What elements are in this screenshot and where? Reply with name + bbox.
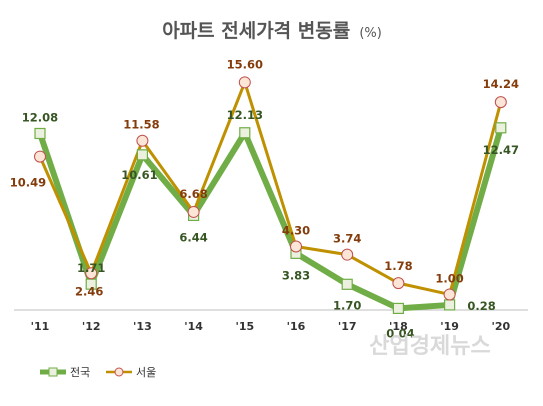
- data-label: 11.58: [123, 118, 159, 132]
- point-marker-circle: [392, 277, 405, 290]
- point-marker-square: [34, 127, 46, 140]
- data-label: 10.49: [10, 176, 46, 190]
- data-label: 15.60: [227, 57, 263, 71]
- x-tick-label: '17: [338, 320, 357, 333]
- data-label: 10.61: [121, 168, 157, 182]
- data-label: 1.00: [435, 271, 463, 285]
- point-marker-circle: [136, 134, 149, 147]
- data-label: 4.30: [282, 224, 310, 238]
- x-tick-label: '15: [235, 320, 254, 333]
- chart-title-text: 아파트 전세가격 변동률: [162, 20, 350, 42]
- data-label: 2.46: [75, 284, 103, 298]
- point-marker-circle: [34, 150, 46, 163]
- legend-marker-square: [48, 367, 58, 377]
- legend: 전국 서울: [40, 366, 156, 379]
- data-labels: 12.08 1.71 10.61 6.44 12.13 3.83 1.70 0.04 0.28 1…: [10, 57, 519, 340]
- data-label: 3.74: [333, 232, 361, 246]
- data-label: 0.28: [467, 299, 495, 313]
- data-label: 0.04: [386, 326, 414, 340]
- x-axis-ticks: '11 '12 '13 '14 '15 '16 '17 '18 '19 '20: [31, 320, 511, 333]
- point-marker-square: [495, 122, 507, 134]
- point-marker-circle: [238, 76, 251, 89]
- series-line-1: [38, 80, 503, 296]
- point-marker-square: [392, 302, 404, 315]
- chart-title-unit: (%): [359, 26, 382, 41]
- point-marker-circle: [187, 205, 200, 218]
- series-line-0: [37, 126, 504, 312]
- x-tick-label: '11: [31, 320, 50, 333]
- data-label: 1.70: [333, 298, 361, 312]
- data-label: 3.83: [282, 268, 310, 282]
- x-tick-label: '18: [389, 320, 408, 333]
- x-tick-label: '12: [82, 320, 101, 333]
- point-marker-circle: [85, 267, 98, 280]
- chart-title: 아파트 전세가격 변동률 (%): [162, 20, 382, 42]
- point-marker-circle: [494, 96, 507, 109]
- data-label: 12.13: [227, 108, 263, 122]
- point-marker-square: [136, 149, 148, 161]
- x-tick-label: '16: [287, 320, 306, 333]
- watermark: 산업경제뉴스: [369, 334, 490, 359]
- data-label: 1.78: [384, 259, 412, 273]
- data-label: 12.47: [483, 143, 519, 157]
- x-tick-label: '20: [491, 320, 510, 333]
- data-label: 6.68: [179, 187, 207, 201]
- series-group: [34, 76, 507, 315]
- point-marker-circle: [290, 240, 302, 253]
- legend-marker-circle: [114, 367, 124, 377]
- point-marker-square: [341, 278, 353, 290]
- point-marker-circle: [341, 248, 354, 261]
- legend-label: 서울: [136, 366, 156, 379]
- data-label: 6.44: [179, 230, 207, 244]
- data-label: 1.71: [77, 261, 105, 275]
- x-tick-label: '19: [440, 320, 459, 333]
- x-tick-label: '13: [133, 320, 152, 333]
- point-marker-square: [239, 127, 251, 139]
- x-tick-label: '14: [184, 320, 203, 333]
- point-marker-circle: [443, 288, 456, 301]
- legend-label: 전국: [70, 366, 90, 379]
- point-marker-square: [444, 299, 456, 311]
- data-label: 14.24: [483, 77, 519, 91]
- data-label: 12.08: [22, 110, 58, 124]
